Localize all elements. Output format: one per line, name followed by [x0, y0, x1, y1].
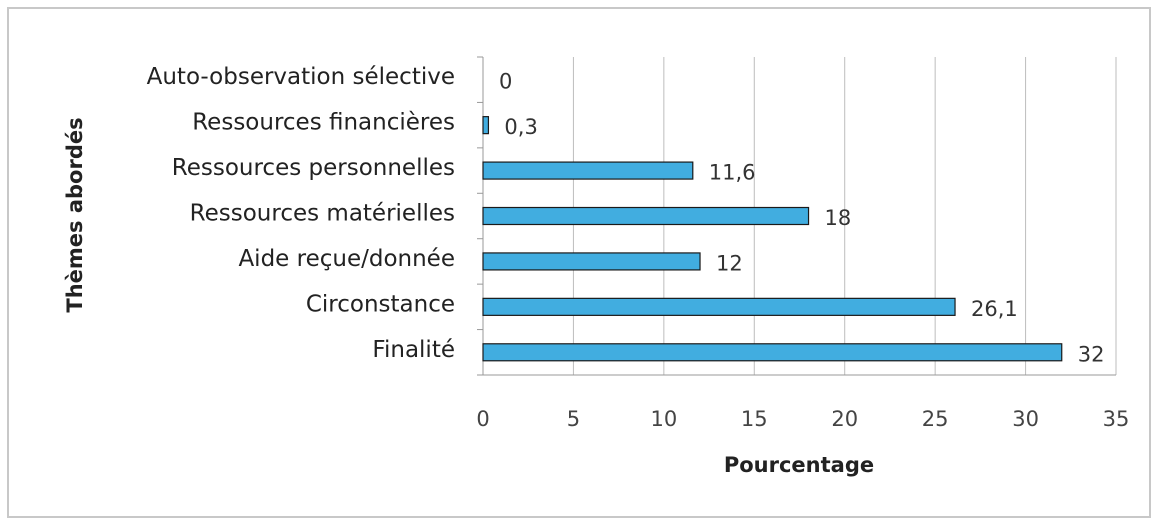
x-axis-title: Pourcentage [724, 453, 874, 477]
value-label: 0,3 [504, 115, 537, 139]
y-axis-title: Thèmes abordés [63, 117, 87, 312]
bar [482, 116, 490, 135]
bar [482, 161, 694, 180]
y-tick-label: Ressources matérielles [190, 201, 455, 227]
value-label: 26,1 [971, 297, 1018, 321]
bar [482, 252, 701, 271]
value-label: 18 [825, 206, 852, 230]
value-label: 12 [716, 251, 743, 275]
value-label: 11,6 [709, 161, 756, 185]
bar [482, 343, 1063, 362]
value-label: 0 [499, 70, 512, 94]
y-tick-label: Finalité [372, 337, 455, 363]
y-tick-label: Ressources financières [192, 110, 455, 136]
x-tick-label: 20 [831, 407, 858, 431]
x-tick-label: 5 [567, 407, 580, 431]
y-tick-label: Aide reçue/donnée [238, 246, 455, 272]
value-label: 32 [1078, 342, 1105, 366]
x-tick-label: 35 [1103, 407, 1130, 431]
x-tick-label: 25 [922, 407, 949, 431]
bar [482, 297, 956, 316]
y-tick-label: Ressources personnelles [172, 155, 455, 181]
bar [482, 206, 810, 226]
x-tick-label: 30 [1012, 407, 1039, 431]
x-tick-label: 15 [741, 407, 768, 431]
x-tick-label: 0 [476, 407, 489, 431]
x-tick-label: 10 [650, 407, 677, 431]
y-tick-label: Circonstance [306, 291, 455, 317]
y-tick-label: Auto-observation sélective [147, 64, 455, 90]
